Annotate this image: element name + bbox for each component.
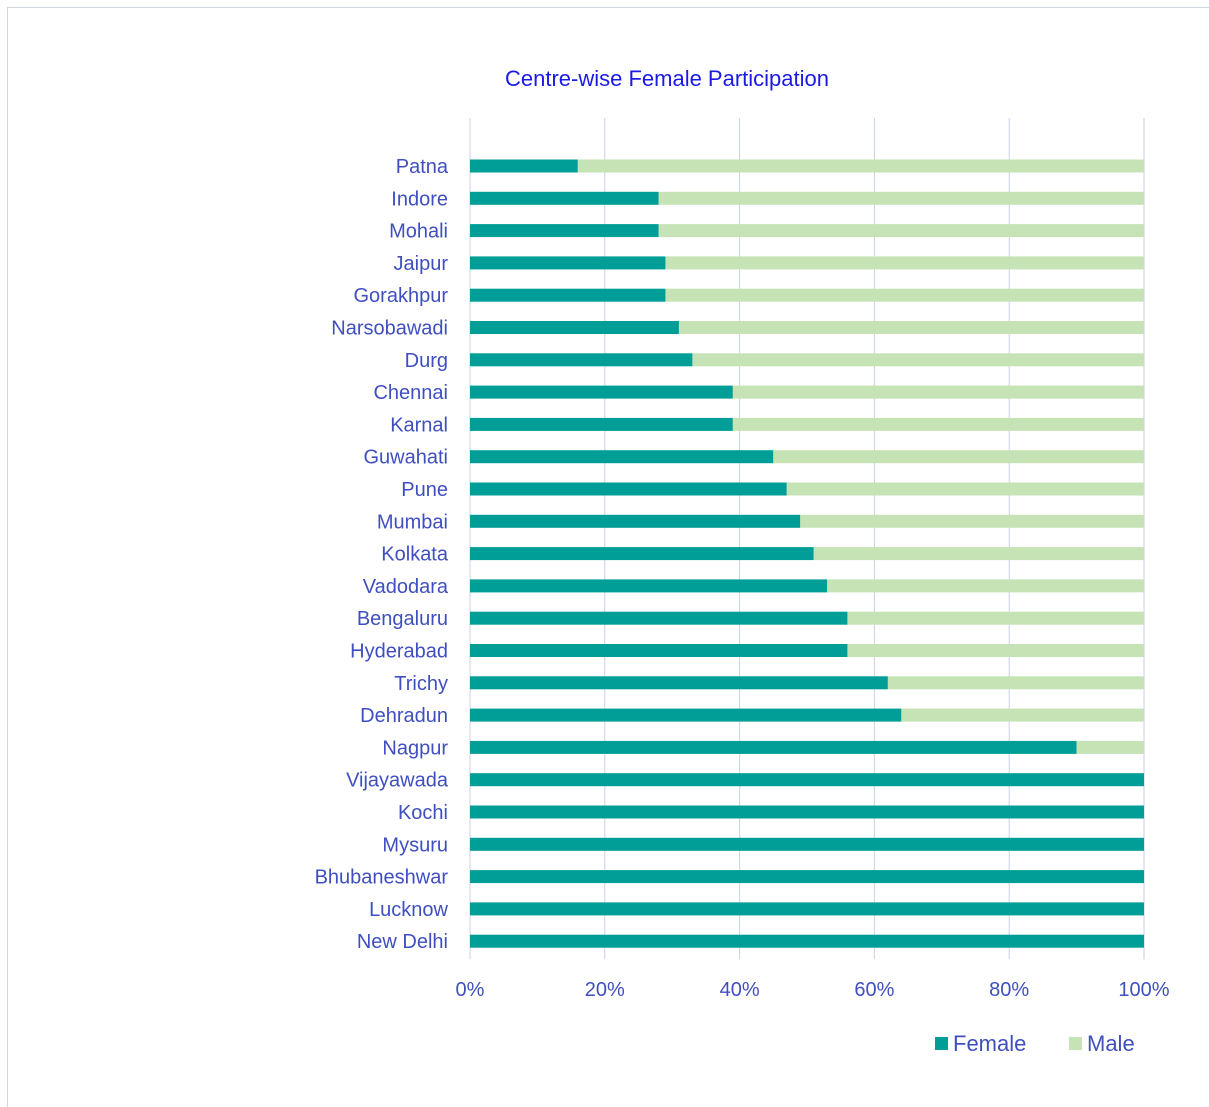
bar-male (786, 482, 1144, 496)
legend: Female Male (935, 1031, 1135, 1056)
bar-female (470, 450, 774, 464)
category-label: Hyderabad (350, 641, 448, 663)
category-label: Guwahati (364, 447, 449, 469)
category-label: Patna (396, 156, 449, 178)
category-label: Kolkata (381, 544, 449, 566)
x-tick-label: 100% (1118, 979, 1169, 1001)
category-label: Nagpur (382, 737, 448, 759)
bar-female (470, 676, 888, 690)
bar-female (470, 773, 1144, 787)
category-label: Vadodara (363, 576, 449, 598)
bar-male (577, 159, 1144, 173)
category-labels: Patna Indore Mohali Jaipur Gorakhpur Narsobaw… (315, 156, 449, 953)
bar-male (887, 676, 1144, 690)
legend-label-male: Male (1087, 1031, 1135, 1056)
x-tick-label: 20% (585, 979, 625, 1001)
bar-female (470, 740, 1077, 754)
bar-female (470, 611, 848, 625)
category-label: Dehradun (360, 705, 448, 727)
bar-male (800, 514, 1144, 528)
x-tick-label: 0% (456, 979, 485, 1001)
bar-male (847, 644, 1144, 657)
chart-title: Centre-wise Female Participation (505, 66, 829, 91)
category-label: Pune (401, 479, 448, 501)
category-label: Bhubaneshwar (315, 867, 449, 889)
bar-female (470, 288, 666, 302)
bar-male (732, 385, 1144, 399)
category-label: Mumbai (377, 511, 448, 533)
bar-male (901, 708, 1144, 722)
bar-male (1076, 740, 1144, 754)
category-label: Indore (391, 188, 448, 210)
bar-female (470, 256, 666, 270)
bar-male (658, 224, 1144, 238)
category-label: Mohali (389, 221, 448, 243)
bar-female (470, 385, 733, 399)
bar-female (470, 482, 787, 496)
bar-female (470, 902, 1144, 916)
category-label: Lucknow (369, 899, 448, 921)
category-label: Kochi (398, 802, 448, 824)
bar-female (470, 579, 828, 593)
category-label: Karnal (390, 414, 448, 436)
category-label: Gorakhpur (354, 285, 449, 307)
bar-male (773, 450, 1144, 464)
x-tick-label: 80% (989, 979, 1029, 1001)
bar-female (470, 805, 1144, 819)
bar-male (813, 547, 1144, 561)
bar-female (470, 353, 693, 367)
category-label: New Delhi (357, 931, 448, 953)
bars (470, 159, 1144, 948)
bar-male (847, 611, 1144, 625)
category-label: Mysuru (382, 834, 448, 856)
bar-female (470, 191, 659, 205)
x-tick-labels: 0% 20% 40% 60% 80% 100% (456, 979, 1170, 1001)
bar-male (827, 579, 1144, 593)
legend-swatch-female (935, 1037, 948, 1050)
bar-female (470, 159, 578, 173)
bar-female (470, 837, 1144, 851)
category-label: Trichy (394, 673, 448, 695)
category-label: Bengaluru (357, 608, 448, 630)
bar-male (658, 191, 1144, 205)
legend-swatch-male (1069, 1037, 1082, 1050)
legend-label-female: Female (953, 1031, 1026, 1056)
x-tick-label: 40% (720, 979, 760, 1001)
bar-female (470, 934, 1144, 948)
bar-male (732, 417, 1144, 431)
gridlines (469, 118, 1145, 960)
bar-female (470, 514, 801, 528)
category-label: Durg (405, 350, 448, 372)
category-label: Vijayawada (346, 770, 449, 792)
x-tick-label: 60% (854, 979, 894, 1001)
bar-female (470, 870, 1144, 884)
bar-female (470, 224, 659, 238)
bar-female (470, 644, 848, 657)
category-label: Narsobawadi (331, 318, 448, 340)
category-label: Chennai (373, 382, 448, 404)
bar-female (470, 708, 902, 722)
bar-female (470, 417, 733, 431)
bar-female (470, 547, 814, 561)
bar-male (678, 321, 1144, 334)
bar-female (470, 321, 679, 334)
category-label: Jaipur (394, 253, 449, 275)
bar-male (665, 288, 1144, 302)
bar-male (692, 353, 1144, 367)
bar-male (665, 256, 1144, 270)
